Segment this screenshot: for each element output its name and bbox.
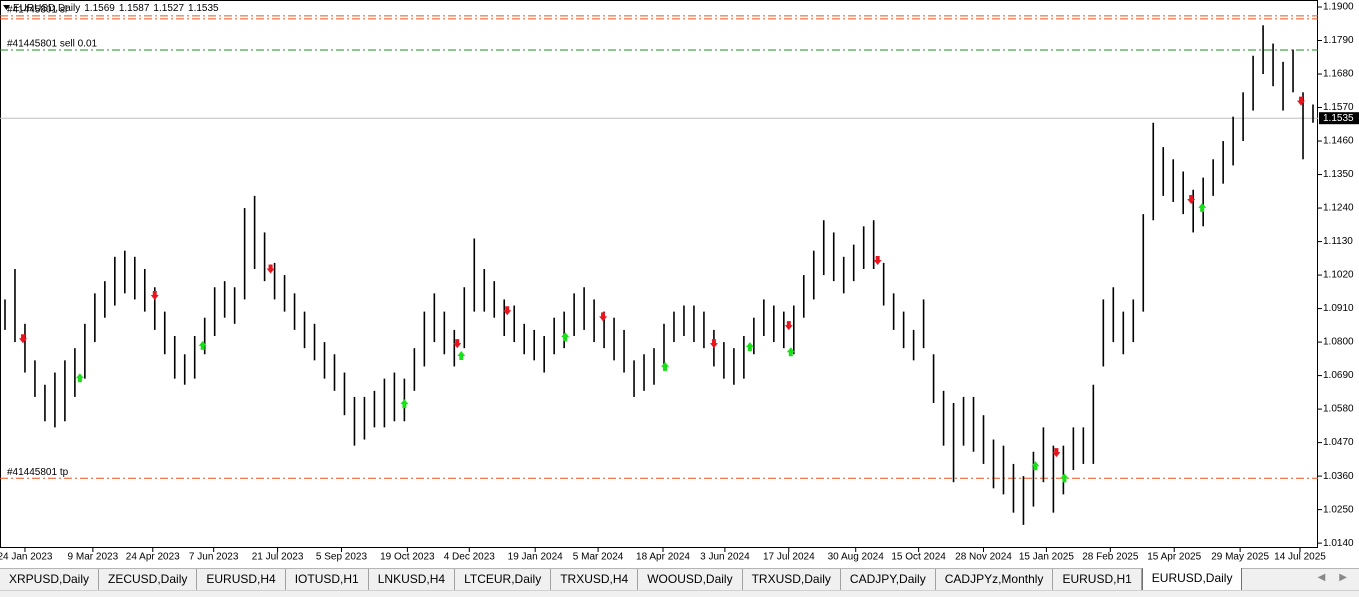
y-tick-label: 1.0360: [1323, 471, 1354, 482]
tab[interactable]: EURUSD,H1: [1053, 569, 1142, 591]
level-label: #41445801 tp: [7, 467, 69, 478]
x-tick-label: 4 Dec 2023: [444, 552, 496, 563]
header-icon: [3, 5, 10, 10]
x-tick-label: 7 Jun 2023: [189, 552, 239, 563]
x-tick-label: 14 Jul 2025: [1274, 552, 1326, 563]
x-tick-label: 17 Jul 2024: [763, 552, 815, 563]
y-tick-label: 1.1350: [1323, 169, 1354, 180]
x-tick-label: 29 May 2025: [1211, 552, 1269, 563]
buy-arrow: [457, 350, 466, 360]
y-tick-label: 1.0250: [1323, 504, 1354, 515]
x-tick-label: 30 Aug 2024: [828, 552, 885, 563]
y-tick-label: 1.0580: [1323, 404, 1354, 415]
sell-arrow: [453, 339, 462, 349]
sell-arrow: [266, 264, 275, 274]
y-tick-label: 1.1020: [1323, 270, 1354, 281]
tab[interactable]: EURUSD,Daily: [1141, 568, 1243, 591]
chart-symbol: EURUSD,Daily: [13, 3, 80, 14]
y-tick-label: 1.0690: [1323, 370, 1354, 381]
x-tick-label: 15 Jan 2025: [1019, 552, 1074, 563]
ohlc-close: 1.1535: [188, 3, 219, 14]
tab[interactable]: WOOUSD,Daily: [638, 569, 743, 591]
y-tick-label: 1.1460: [1323, 136, 1354, 147]
tab[interactable]: LTCEUR,Daily: [455, 569, 552, 591]
x-tick-label: 15 Oct 2024: [891, 552, 946, 563]
price-tag: [1319, 112, 1359, 125]
buy-arrow: [660, 361, 669, 371]
x-tick-label: 28 Feb 2025: [1082, 552, 1139, 563]
sell-arrow: [709, 339, 718, 349]
price-tag-label: 1.1535: [1323, 113, 1354, 124]
sell-arrow: [784, 321, 793, 331]
y-tick-label: 1.0800: [1323, 337, 1354, 348]
scroll-right[interactable]: ▶: [1339, 572, 1347, 583]
x-tick-label: 28 Nov 2024: [955, 552, 1012, 563]
y-tick-label: 1.1570: [1323, 102, 1354, 113]
plot-frame: [0, 0, 1318, 548]
buy-arrow: [1060, 473, 1069, 483]
x-tick-label: 18 Apr 2024: [636, 552, 690, 563]
y-tick-label: 1.0140: [1323, 538, 1354, 549]
buy-arrow: [75, 373, 84, 383]
tab[interactable]: CADJPYz,Monthly: [936, 569, 1054, 591]
tab[interactable]: EURUSD,H4: [197, 569, 286, 591]
x-tick-label: 24 Apr 2023: [126, 552, 180, 563]
chart-header: EURUSD,Daily 1.1569 1.1587 1.1527 1.1535: [13, 3, 219, 14]
y-tick-label: 1.1790: [1323, 35, 1354, 46]
tab[interactable]: XRPUSD,Daily: [0, 569, 100, 591]
tab[interactable]: ZECUSD,Daily: [99, 569, 198, 591]
x-tick-label: 3 Jun 2024: [700, 552, 750, 563]
buy-arrow: [561, 332, 570, 342]
ohlc-high: 1.1587: [119, 3, 150, 14]
buy-arrow: [1198, 202, 1207, 212]
sell-arrow: [503, 306, 512, 316]
buy-arrow: [1031, 461, 1040, 471]
y-tick-label: 1.1130: [1323, 236, 1353, 247]
sell-arrow: [1297, 96, 1306, 106]
buy-arrow: [198, 340, 207, 350]
y-tick-label: 1.0470: [1323, 437, 1354, 448]
x-tick-label: 15 Apr 2025: [1147, 552, 1201, 563]
x-tick-label: 9 Mar 2023: [68, 552, 119, 563]
level-label: #41445801 sell 0.01: [7, 39, 98, 50]
x-tick-label: 5 Mar 2024: [573, 552, 624, 563]
level-label: #41445801 sl: [7, 4, 67, 15]
status-strip: [0, 590, 1359, 597]
y-tick-label: 1.1900: [1323, 2, 1354, 13]
ohlc-low: 1.1527: [153, 3, 184, 14]
tab[interactable]: CADJPY,Daily: [841, 569, 936, 591]
x-tick-label: 21 Jul 2023: [252, 552, 304, 563]
sell-arrow: [1187, 195, 1196, 205]
tab[interactable]: TRXUSD,Daily: [743, 569, 841, 591]
buy-arrow: [786, 347, 795, 357]
sell-arrow: [18, 334, 27, 344]
x-tick-label: 5 Sep 2023: [316, 552, 368, 563]
sell-arrow: [599, 312, 608, 322]
y-tick-label: 1.1680: [1323, 69, 1354, 80]
chart: 1.1900 1.1790 1.1680 1.1570 1.1460 1.1350 1.12…: [0, 0, 1359, 563]
x-tick-label: 24 Jan 2023: [0, 552, 53, 563]
tab[interactable]: TRXUSD,H4: [551, 569, 639, 591]
buy-arrow: [400, 399, 409, 409]
buy-arrow: [745, 342, 754, 352]
sell-arrow: [1052, 448, 1061, 458]
scroll-left[interactable]: ◀: [1317, 572, 1326, 583]
x-tick-label: 19 Jan 2024: [508, 552, 563, 563]
sell-arrow: [873, 255, 882, 265]
tab-bar: XRPUSD,Daily ZECUSD,Daily EURUSD,H4 IOTUSD,…: [0, 568, 1359, 591]
tab-scroll[interactable]: ◀ ▶: [1318, 569, 1359, 591]
tab[interactable]: IOTUSD,H1: [286, 569, 369, 591]
y-tick-label: 1.0910: [1323, 303, 1354, 314]
sell-arrow: [150, 290, 159, 300]
y-tick-label: 1.1240: [1323, 203, 1354, 214]
ohlc-open: 1.1569: [84, 3, 115, 14]
x-tick-label: 19 Oct 2023: [380, 552, 435, 563]
tab[interactable]: LNKUSD,H4: [369, 569, 456, 591]
